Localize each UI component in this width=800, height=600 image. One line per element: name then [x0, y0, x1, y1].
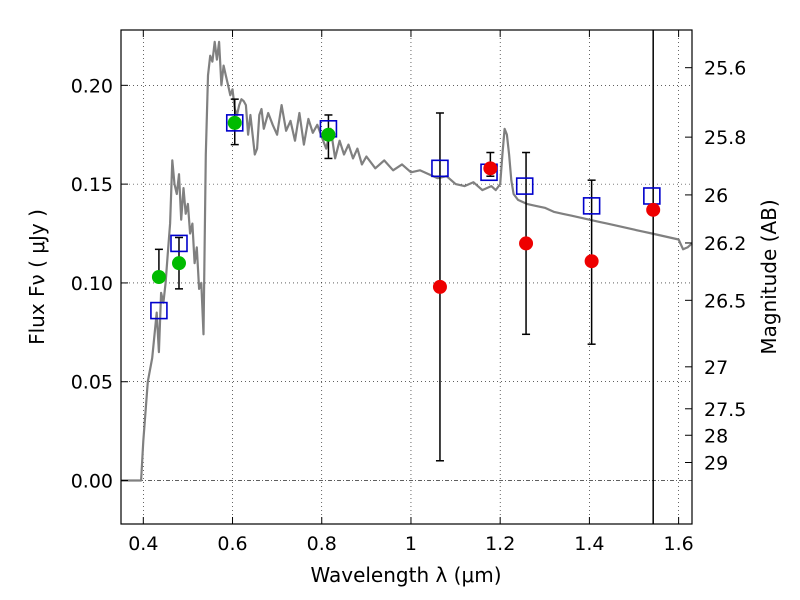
- x-tick-label: 1: [405, 533, 417, 555]
- y-tick-labels: 0.00 0.05 0.10 0.15 0.20: [71, 75, 113, 492]
- detection-point: [171, 256, 186, 271]
- nir-point: [519, 236, 534, 251]
- error-bars: [154, 98, 596, 462]
- markers: [150, 114, 661, 320]
- y-axis-label: Flux Fν ( μJy ): [25, 209, 49, 345]
- y-tick-label: 0.05: [71, 372, 113, 394]
- right-axis-label: Magnitude (AB): [757, 199, 781, 354]
- model-spectrum: [121, 40, 693, 482]
- right-tick-label: 28: [704, 425, 728, 447]
- nir-point: [483, 161, 498, 176]
- model-flux-square: [643, 187, 661, 205]
- x-tick-label: 1.2: [485, 533, 515, 555]
- y-tick-label: 0.00: [71, 471, 113, 493]
- x-tick-label: 1.4: [574, 533, 604, 555]
- model-flux-square: [225, 114, 244, 132]
- y-tick-label: 0.15: [71, 174, 113, 196]
- spectrum-line: [121, 40, 693, 482]
- plot-frame: [120, 29, 693, 525]
- right-tick-label: 26.2: [704, 233, 746, 255]
- right-tick-label: 25.6: [704, 58, 746, 80]
- x-tick-label: 1.6: [664, 533, 694, 555]
- right-tick-label: 29: [704, 453, 728, 475]
- detection-point: [151, 270, 166, 284]
- nir-point: [584, 254, 599, 269]
- nir-point: [646, 202, 661, 217]
- y-tick-label: 0.20: [71, 75, 113, 97]
- model-flux-square: [582, 197, 601, 215]
- right-tick-label: 27: [704, 357, 728, 379]
- right-tick-label: 27.5: [704, 399, 746, 421]
- y-tick-label: 0.10: [71, 273, 113, 295]
- right-tick-label: 26.5: [704, 290, 746, 312]
- nir-point: [432, 279, 447, 294]
- model-flux-square: [515, 177, 534, 195]
- model-flux-square: [170, 234, 188, 253]
- detection-point: [321, 127, 336, 142]
- x-tick-label: 0.6: [217, 533, 247, 555]
- model-flux-square: [431, 159, 449, 178]
- detection-point: [227, 115, 242, 130]
- x-tick-labels: 0.4 0.6 0.8 1 1.2 1.4 1.6: [128, 533, 694, 555]
- x-tick-label: 0.8: [307, 533, 337, 555]
- x-axis-label: Wavelength λ (μm): [310, 563, 501, 587]
- model-flux-square: [150, 301, 168, 320]
- right-tick-labels: 25.6 25.8 26 26.2 26.5 27 27.5 28 29: [704, 58, 746, 475]
- axes-ticks: [121, 30, 692, 524]
- x-tick-label: 0.4: [128, 533, 158, 555]
- right-tick-label: 25.8: [704, 127, 746, 149]
- right-tick-label: 26: [704, 185, 728, 207]
